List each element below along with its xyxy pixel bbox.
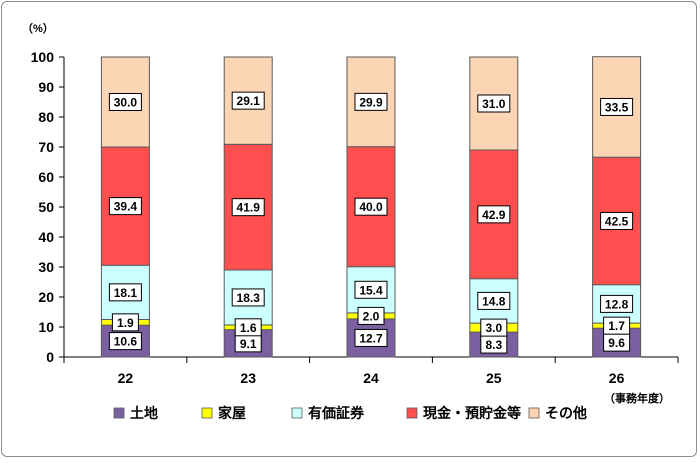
data-label-box (600, 97, 634, 116)
data-label: 15.4 (359, 283, 383, 297)
data-label-box (108, 197, 142, 216)
data-label: 9.1 (240, 337, 257, 351)
data-label: 18.3 (237, 291, 261, 305)
data-label: 14.8 (482, 294, 506, 308)
y-unit-label: （%） (22, 22, 54, 35)
data-labels: 10.6 1.9 18.1 39.4 30.0 9.1 1.6 18.3 41.9 29.1 12.… (108, 91, 634, 354)
data-label-box (600, 294, 634, 313)
stacked-bar-chart: 0 10 20 30 40 50 60 70 80 90 100 22 23 24 25 26 10.6 1.9… (22, 22, 679, 422)
y-tick-label: 40 (38, 229, 54, 245)
y-tick-label: 50 (38, 199, 54, 215)
data-label-box (354, 197, 388, 216)
data-label-box (477, 94, 511, 113)
data-label-box (354, 280, 388, 299)
data-label: 29.1 (237, 94, 261, 108)
data-label-box (477, 291, 511, 310)
data-label-box (231, 91, 265, 110)
data-label: 39.4 (114, 200, 138, 214)
legend-swatch (113, 407, 125, 419)
x-tick-label: 22 (118, 370, 134, 386)
legend-label: 現金・預貯金等 (423, 405, 521, 422)
data-label: 18.1 (114, 286, 138, 300)
data-label-box (108, 283, 142, 302)
data-label-box (477, 205, 511, 224)
legend-label: その他 (545, 405, 587, 422)
data-label: 42.9 (482, 208, 506, 222)
data-label: 29.9 (359, 95, 383, 109)
x-tick-label: 24 (363, 370, 379, 386)
legend-swatch (406, 407, 418, 419)
data-label-box (234, 318, 262, 337)
data-label: 30.0 (114, 96, 138, 110)
data-label-box (111, 313, 139, 332)
data-label-box (108, 93, 142, 111)
data-label: 31.0 (482, 97, 506, 111)
legend-swatch (291, 407, 303, 419)
data-label: 41.9 (237, 201, 261, 215)
y-tick-label: 70 (38, 139, 54, 155)
data-label: 1.9 (117, 316, 134, 330)
data-label-box (231, 198, 265, 217)
axes: 0 10 20 30 40 50 60 70 80 90 100 22 23 24 25 26 (31, 49, 679, 386)
y-tick-label: 90 (38, 79, 54, 95)
data-label: 2.0 (363, 309, 380, 323)
data-label: 1.6 (240, 321, 257, 335)
y-tick-label: 60 (38, 169, 54, 185)
y-tick-label: 80 (38, 109, 54, 125)
data-label-box (231, 288, 265, 307)
y-tick-label: 0 (46, 349, 54, 365)
data-label: 33.5 (605, 100, 629, 114)
data-label-box (354, 328, 388, 347)
data-label-box (108, 332, 142, 351)
data-label: 10.6 (114, 335, 138, 349)
y-tick-label: 30 (38, 259, 54, 275)
legend-label: 家屋 (218, 405, 246, 422)
data-label-box (600, 211, 634, 230)
y-tick-label: 10 (38, 319, 54, 335)
data-label: 42.5 (605, 214, 629, 228)
data-label: 9.6 (608, 336, 625, 350)
x-tick-label: 25 (486, 370, 502, 386)
legend-label: 土地 (130, 405, 158, 422)
chart-frame: 0 10 20 30 40 50 60 70 80 90 100 22 23 24 25 26 10.6 1.9… (1, 1, 697, 457)
legend-swatch (528, 407, 540, 419)
x-tick-label: 23 (240, 370, 256, 386)
x-axis-unit-label: （事務年度） (604, 391, 670, 405)
data-label: 12.7 (359, 331, 383, 345)
y-tick-label: 20 (38, 289, 54, 305)
x-tick-label: 26 (609, 370, 625, 386)
legend-label: 有価証券 (308, 405, 365, 422)
data-label-box (480, 318, 508, 337)
data-label: 12.8 (605, 297, 629, 311)
data-label: 40.0 (359, 200, 383, 214)
data-label: 1.7 (608, 319, 625, 333)
data-label-box (357, 306, 385, 325)
data-label-box (603, 316, 631, 335)
y-tick-label: 100 (31, 49, 55, 65)
data-label: 3.0 (485, 321, 502, 335)
legend: 土地 家屋 有価証券 現金・預貯金等 その他 (113, 405, 587, 422)
data-label: 8.3 (485, 338, 502, 352)
legend-swatch (201, 407, 213, 419)
data-label-box (354, 92, 388, 111)
